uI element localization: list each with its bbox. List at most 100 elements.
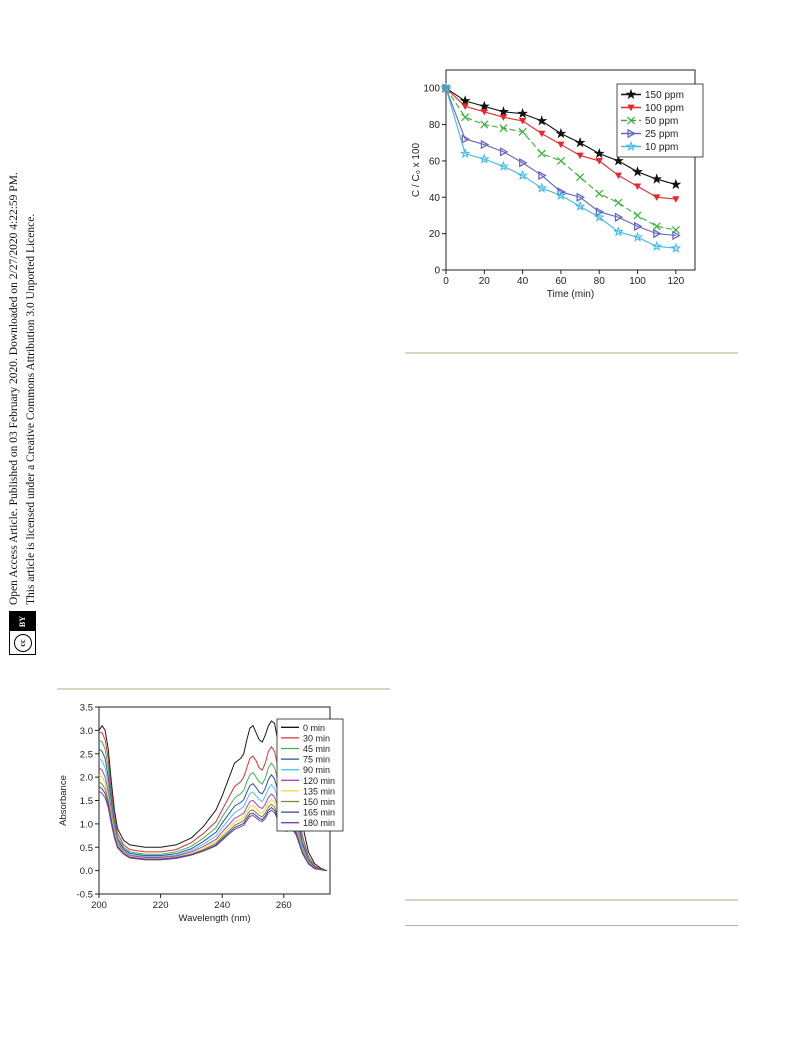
data-point [555, 189, 567, 201]
y-tick-label: 0.5 [80, 843, 93, 854]
data-point [672, 196, 680, 203]
x-tick-label: 60 [555, 276, 567, 287]
y-tick-label: 1.5 [80, 796, 93, 807]
y-tick-label: 2.5 [80, 749, 93, 760]
data-point [612, 155, 624, 166]
data-point [536, 115, 548, 126]
data-point [480, 108, 488, 116]
series-10-ppm [440, 82, 682, 253]
legend-label: 135 min [303, 786, 335, 796]
data-point [537, 149, 546, 158]
data-point [556, 156, 565, 165]
license-notice: This article is licensed under a Creativ… [25, 213, 37, 605]
series-100-ppm [442, 85, 680, 203]
legend-label: 165 min [303, 808, 335, 818]
y-tick-label: 3.5 [80, 703, 93, 714]
publication-notice: Open Access Article. Published on 03 Feb… [8, 172, 20, 605]
data-point [632, 231, 643, 242]
data-point [593, 211, 605, 222]
data-point [595, 189, 604, 198]
data-point [576, 152, 584, 160]
y-tick-label: 2.0 [80, 773, 93, 784]
data-point [499, 147, 509, 157]
x-tick-label: 200 [91, 900, 107, 911]
x-tick-label: 80 [594, 276, 606, 287]
data-point [614, 212, 624, 222]
legend-label: 45 min [303, 744, 330, 754]
legend-marker [626, 116, 636, 125]
data-point [593, 147, 605, 159]
data-point [652, 222, 661, 231]
data-point [595, 158, 603, 165]
legend-marker [625, 88, 637, 100]
data-point [614, 172, 622, 180]
data-point [633, 183, 642, 190]
x-axis-label: Time (min) [547, 289, 594, 300]
legend-marker [627, 128, 636, 139]
legend-label: 75 min [303, 755, 330, 765]
data-point [555, 127, 567, 139]
data-point [574, 200, 586, 211]
data-point [633, 211, 642, 220]
data-point [612, 226, 624, 237]
x-tick-label: 100 [629, 276, 646, 287]
data-point [480, 139, 490, 150]
y-tick-label: 100 [423, 84, 440, 95]
data-point [574, 137, 586, 148]
column-divider-right-top [405, 352, 738, 354]
y-tick-label: 1.0 [80, 819, 93, 830]
legend-label: 10 ppm [645, 142, 678, 153]
data-point [498, 160, 509, 171]
data-point [459, 95, 471, 106]
legend-label: 180 min [303, 818, 335, 828]
data-point [538, 170, 547, 181]
legend-label: 30 min [303, 733, 330, 743]
x-tick-label: 20 [479, 276, 491, 287]
legend-label: 150 ppm [645, 90, 684, 101]
data-point [672, 230, 681, 241]
x-tick-label: 40 [517, 276, 529, 287]
data-point [519, 118, 527, 125]
data-point [478, 100, 490, 111]
y-tick-label: 20 [429, 229, 441, 240]
legend-label: 150 min [303, 797, 335, 807]
data-point [499, 124, 508, 133]
data-point [614, 198, 623, 207]
y-tick-label: 3.0 [80, 726, 93, 737]
data-point [440, 82, 452, 93]
y-axis-label: C / C₀ x 100 [411, 142, 422, 197]
data-point [634, 221, 643, 232]
x-tick-label: 260 [276, 900, 292, 911]
data-point [498, 106, 509, 117]
data-point [519, 158, 528, 168]
data-point [557, 141, 565, 149]
data-point [517, 169, 529, 181]
cc-icon: cc [13, 634, 32, 652]
data-point [536, 182, 548, 193]
data-point [651, 240, 663, 251]
data-point [461, 113, 470, 122]
y-tick-label: 0.0 [80, 866, 93, 877]
data-point [651, 173, 663, 184]
plot-frame [445, 69, 696, 271]
legend-label: 120 min [303, 776, 335, 786]
data-point [518, 127, 527, 136]
series-line [445, 88, 676, 249]
cc-by-license-badge[interactable]: cc BY [9, 611, 36, 655]
y-tick-label: 80 [429, 120, 441, 131]
x-tick-label: 0 [443, 276, 449, 287]
data-point [478, 153, 490, 164]
data-point [670, 242, 682, 253]
data-point [538, 130, 546, 138]
data-point [632, 166, 643, 177]
series-150-ppm [440, 82, 682, 190]
legend-marker [627, 104, 635, 112]
y-axis-label: Absorbance [58, 775, 69, 826]
data-point [459, 147, 471, 159]
legend-label: 25 ppm [645, 129, 678, 140]
legend-label: 50 ppm [645, 116, 678, 127]
data-point [670, 178, 682, 190]
data-point [461, 103, 469, 110]
column-divider-right-bottom [405, 899, 738, 901]
x-axis-label: Wavelength (nm) [179, 913, 251, 924]
